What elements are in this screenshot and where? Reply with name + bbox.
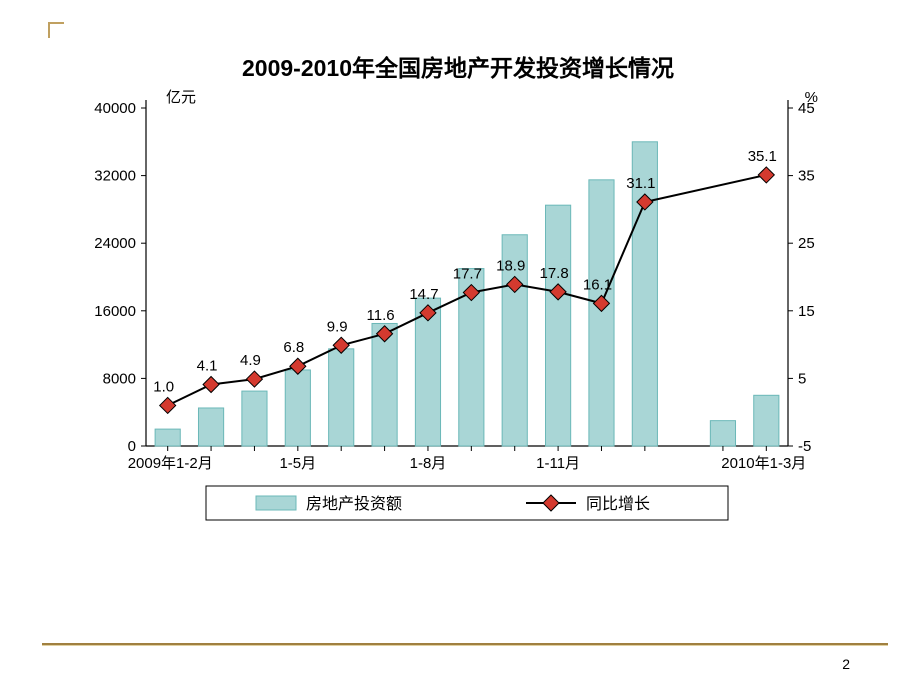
line-value-label: 1.0 bbox=[153, 378, 174, 395]
chart-container: 2009-2010年全国房地产开发投资增长情况亿元%08000160002400… bbox=[68, 48, 848, 568]
y-right-tick: 35 bbox=[798, 168, 815, 185]
x-tick-label: 1-11月 bbox=[536, 455, 580, 472]
y-left-tick: 8000 bbox=[103, 370, 136, 387]
y-right-tick: 45 bbox=[798, 100, 815, 117]
x-tick-label: 2010年1-3月 bbox=[721, 455, 806, 472]
x-tick-label: 2009年1-2月 bbox=[128, 455, 213, 472]
bar bbox=[710, 421, 735, 446]
y-right-tick: 25 bbox=[798, 235, 815, 252]
legend-marker bbox=[543, 495, 559, 511]
line-marker bbox=[203, 376, 219, 392]
line-value-label: 16.1 bbox=[583, 276, 612, 293]
bar bbox=[546, 205, 571, 446]
x-tick-label: 1-8月 bbox=[410, 455, 447, 472]
line-value-label: 11.6 bbox=[367, 307, 395, 324]
line-marker bbox=[160, 397, 176, 413]
line-value-label: 17.8 bbox=[539, 265, 568, 282]
bar bbox=[754, 395, 779, 446]
bar bbox=[589, 180, 614, 446]
line-value-label: 35.1 bbox=[748, 148, 777, 165]
y-left-tick: 24000 bbox=[94, 235, 136, 252]
legend-swatch-bar bbox=[256, 496, 296, 510]
line-marker bbox=[758, 167, 774, 183]
y-left-tick: 40000 bbox=[94, 100, 136, 117]
bar bbox=[198, 408, 223, 446]
line-value-label: 6.8 bbox=[283, 339, 304, 356]
line-value-label: 17.7 bbox=[453, 266, 482, 283]
line-value-label: 4.9 bbox=[240, 352, 261, 369]
line-marker bbox=[246, 371, 262, 387]
line-value-label: 14.7 bbox=[409, 286, 438, 303]
x-tick-label: 1-5月 bbox=[279, 455, 316, 472]
bar bbox=[285, 370, 310, 446]
y-right-tick: -5 bbox=[798, 438, 811, 455]
y-right-tick: 5 bbox=[798, 370, 806, 387]
corner-ornament bbox=[48, 22, 64, 38]
legend-label-line: 同比增长 bbox=[586, 495, 650, 513]
y-left-tick: 16000 bbox=[94, 303, 136, 320]
chart-svg: 2009-2010年全国房地产开发投资增长情况亿元%08000160002400… bbox=[68, 48, 848, 568]
chart-title: 2009-2010年全国房地产开发投资增长情况 bbox=[242, 55, 674, 81]
legend-label-bar: 房地产投资额 bbox=[306, 495, 402, 513]
line-value-label: 9.9 bbox=[327, 318, 348, 335]
y-right-tick: 15 bbox=[798, 303, 815, 320]
y-left-tick: 32000 bbox=[94, 168, 136, 185]
bar bbox=[155, 429, 180, 446]
line-value-label: 31.1 bbox=[626, 175, 655, 192]
bar bbox=[242, 391, 267, 446]
line-value-label: 4.1 bbox=[197, 357, 218, 374]
slide-divider bbox=[42, 643, 888, 646]
y-left-tick: 0 bbox=[128, 438, 136, 455]
line-value-label: 18.9 bbox=[496, 257, 525, 274]
left-axis-label: 亿元 bbox=[166, 89, 196, 106]
bar bbox=[329, 349, 354, 446]
page-number: 2 bbox=[842, 656, 850, 672]
